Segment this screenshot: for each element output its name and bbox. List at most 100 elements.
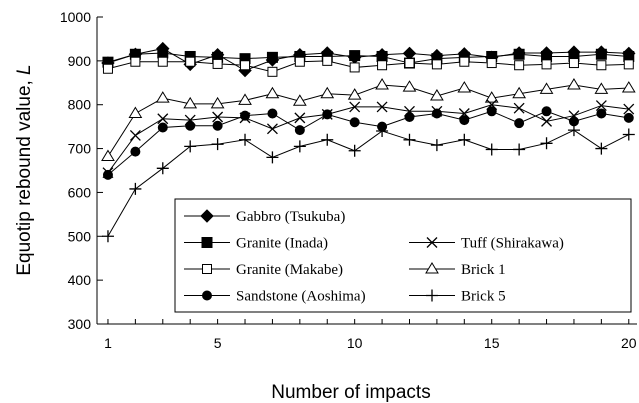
data-point-brick-5	[156, 162, 169, 175]
data-point-brick-1	[375, 78, 389, 90]
legend-marker	[425, 262, 439, 274]
legend: Gabbro (Tsukuba) Granite (Inada) Tuff (Shi…	[174, 198, 632, 313]
data-point-brick-1	[567, 78, 581, 90]
data-point-brick-5	[348, 144, 361, 157]
data-point-brick-5	[266, 151, 279, 164]
data-point-granite-inada	[266, 51, 278, 63]
data-point-brick-1	[484, 91, 499, 103]
data-point-brick-1	[621, 81, 636, 93]
data-point-brick-1	[101, 149, 115, 161]
data-point-sandstone-aoshima	[404, 111, 415, 122]
series-granite-makabe	[102, 55, 634, 77]
data-point-granite-makabe	[404, 58, 415, 69]
data-point-brick-5	[184, 140, 197, 153]
x-tick-label: 10	[347, 335, 363, 351]
data-point-granite-makabe	[377, 60, 388, 71]
data-point-brick-5	[595, 142, 608, 155]
legend-label: Sandstone (Aoshima)	[236, 289, 366, 305]
series-sandstone-aoshima	[102, 106, 634, 180]
data-point-sandstone-aoshima	[349, 117, 360, 128]
data-point-tuff-shirakawa	[376, 101, 388, 113]
series-granite-inada	[102, 47, 635, 69]
y-axis-label-text: Equotip rebound value,	[14, 75, 35, 276]
y-tick-label: 300	[68, 316, 92, 332]
data-point-tuff-shirakawa	[623, 103, 635, 115]
data-point-sandstone-aoshima	[541, 106, 552, 117]
data-point-granite-makabe	[541, 59, 552, 70]
data-point-brick-1	[347, 88, 362, 100]
data-point-brick-1	[402, 80, 417, 92]
y-tick-label: 900	[68, 53, 92, 69]
data-point-brick-1	[320, 86, 335, 99]
data-point-sandstone-aoshima	[267, 108, 278, 119]
data-point-sandstone-aoshima	[294, 125, 305, 136]
series-tuff-shirakawa	[102, 99, 635, 179]
y-tick-label: 700	[68, 141, 92, 157]
data-point-brick-5	[403, 133, 416, 146]
data-point-brick-5	[293, 140, 306, 153]
data-point-granite-makabe	[240, 60, 251, 71]
data-point-brick-5	[567, 124, 580, 137]
legend-label: Brick 5	[461, 289, 506, 305]
data-point-granite-makabe	[267, 66, 278, 77]
legend-label: Tuff (Shirakawa)	[461, 236, 564, 252]
data-point-tuff-shirakawa	[513, 102, 525, 114]
data-point-tuff-shirakawa	[157, 113, 169, 125]
data-point-sandstone-aoshima	[212, 120, 223, 131]
data-point-sandstone-aoshima	[130, 146, 141, 157]
x-tick-label: 15	[484, 335, 500, 351]
data-point-brick-5	[321, 133, 334, 146]
data-point-tuff-shirakawa	[595, 100, 607, 112]
data-point-brick-5	[458, 133, 471, 146]
legend-marker	[202, 290, 212, 301]
data-point-granite-makabe	[322, 55, 333, 66]
data-point-brick-5	[211, 138, 224, 151]
data-point-granite-makabe	[514, 60, 525, 71]
legend-marker	[426, 289, 438, 302]
y-axis-label-symbol: L	[14, 64, 35, 75]
legend-item-granite-inada: Granite (Inada)	[184, 236, 328, 252]
data-point-brick-1	[594, 82, 609, 94]
data-point-brick-5	[101, 230, 114, 243]
data-point-granite-inada	[376, 50, 388, 62]
data-point-brick-1	[128, 106, 143, 118]
legend-item-granite-makabe: Granite (Makabe)	[184, 262, 343, 278]
series-layer	[101, 41, 636, 243]
y-axis-label: Equotip rebound value, L	[14, 64, 35, 275]
data-point-tuff-shirakawa	[212, 111, 224, 123]
data-point-tuff-shirakawa	[266, 123, 278, 135]
data-point-sandstone-aoshima	[596, 108, 607, 119]
data-point-sandstone-aoshima	[185, 120, 196, 131]
data-point-granite-makabe	[349, 62, 360, 73]
data-point-brick-1	[183, 96, 198, 109]
data-point-granite-inada	[595, 48, 607, 60]
data-point-granite-makabe	[596, 60, 607, 71]
legend-marker	[426, 237, 438, 248]
legend-label: Gabbro (Tsukuba)	[236, 209, 345, 225]
legend-label: Granite (Makabe)	[236, 262, 343, 278]
series-gabbro-tsukuba	[101, 41, 636, 78]
data-point-tuff-shirakawa	[294, 112, 306, 124]
data-point-sandstone-aoshima	[431, 108, 442, 119]
data-point-brick-1	[430, 88, 444, 101]
y-tick-label: 400	[68, 272, 92, 288]
data-point-tuff-shirakawa	[349, 101, 361, 113]
data-point-sandstone-aoshima	[157, 122, 168, 133]
data-point-brick-1	[539, 82, 554, 94]
data-point-granite-makabe	[102, 63, 113, 74]
data-point-granite-makabe	[486, 58, 497, 69]
series-brick-5	[101, 124, 635, 243]
legend-marker	[201, 237, 213, 248]
data-point-brick-1	[238, 93, 252, 105]
legend-item-brick-5: Brick 5	[409, 289, 506, 305]
data-point-granite-makabe	[623, 59, 634, 70]
legend-label: Brick 1	[461, 262, 506, 278]
data-point-granite-makabe	[294, 56, 305, 67]
data-point-brick-1	[292, 94, 307, 106]
data-point-tuff-shirakawa	[129, 129, 141, 141]
legend-marker	[200, 209, 214, 223]
data-point-granite-makabe	[568, 58, 579, 69]
legend-item-sandstone-aoshima: Sandstone (Aoshima)	[184, 289, 366, 305]
data-point-brick-5	[513, 143, 526, 156]
